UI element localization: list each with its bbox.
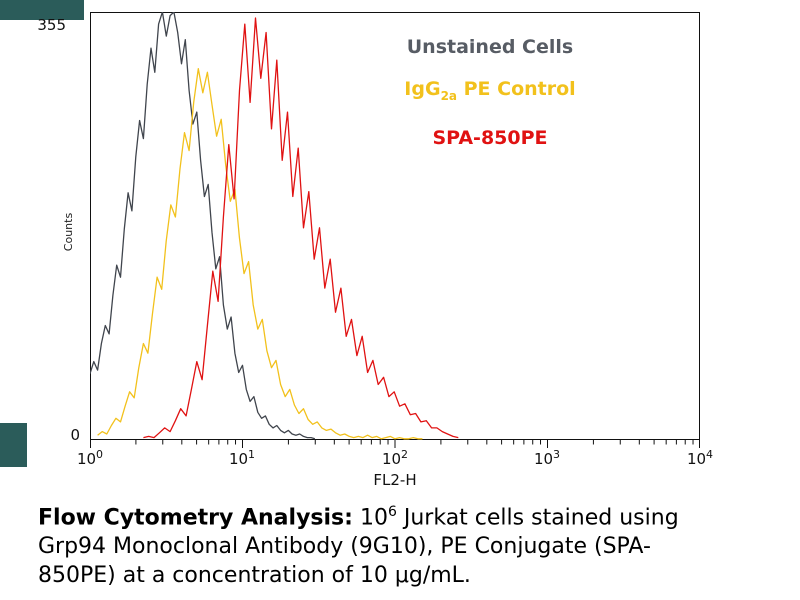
curve-igg2a-pe-control <box>97 68 423 440</box>
x-tick-label-10e0: 100 <box>76 448 104 468</box>
curve-unstained-cells <box>90 12 316 440</box>
caption-line-2: Grp94 Monoclonal Antibody (9G10), PE Con… <box>38 534 651 560</box>
flow-cytometry-histogram <box>90 12 700 448</box>
x-tick-label-10e1: 101 <box>228 448 256 468</box>
legend-label-igg2a-sub: 2a <box>440 88 458 103</box>
chart-legend: Unstained Cells IgG2a PE Control SPA-850… <box>340 26 640 159</box>
watermark-box-left <box>0 423 27 467</box>
caption-line-3: 850PE) at a concentration of 10 μg/mL. <box>38 563 471 589</box>
legend-label-unstained: Unstained Cells <box>406 36 574 58</box>
legend-item-igg2a: IgG2a PE Control <box>340 68 640 117</box>
caption-line-1: Flow Cytometry Analysis: 106 Jurkat cell… <box>38 504 679 531</box>
y-axis-title: Counts <box>62 212 75 252</box>
caption-superscript-6: 6 <box>387 504 397 520</box>
curve-spa-850pe <box>143 17 459 439</box>
figure-caption: Flow Cytometry Analysis: 106 Jurkat cell… <box>38 498 783 590</box>
y-axis-max-label: 355 <box>37 16 66 34</box>
legend-item-spa850pe: SPA-850PE <box>340 117 640 159</box>
x-axis-title: FL2-H <box>373 471 417 489</box>
x-tick-label-10e3: 103 <box>533 448 561 468</box>
caption-bold-lead: Flow Cytometry Analysis: <box>38 505 353 531</box>
x-tick-label-10e4: 104 <box>686 448 714 468</box>
watermark-box-top-left <box>0 0 84 20</box>
legend-item-unstained: Unstained Cells <box>340 26 640 68</box>
y-axis-min-label: 0 <box>70 426 80 444</box>
legend-label-igg2a-post: PE Control <box>457 78 576 100</box>
legend-label-spa850pe: SPA-850PE <box>432 126 548 149</box>
x-tick-label-10e2: 102 <box>381 448 409 468</box>
legend-label-igg2a-pre: IgG <box>404 78 441 100</box>
